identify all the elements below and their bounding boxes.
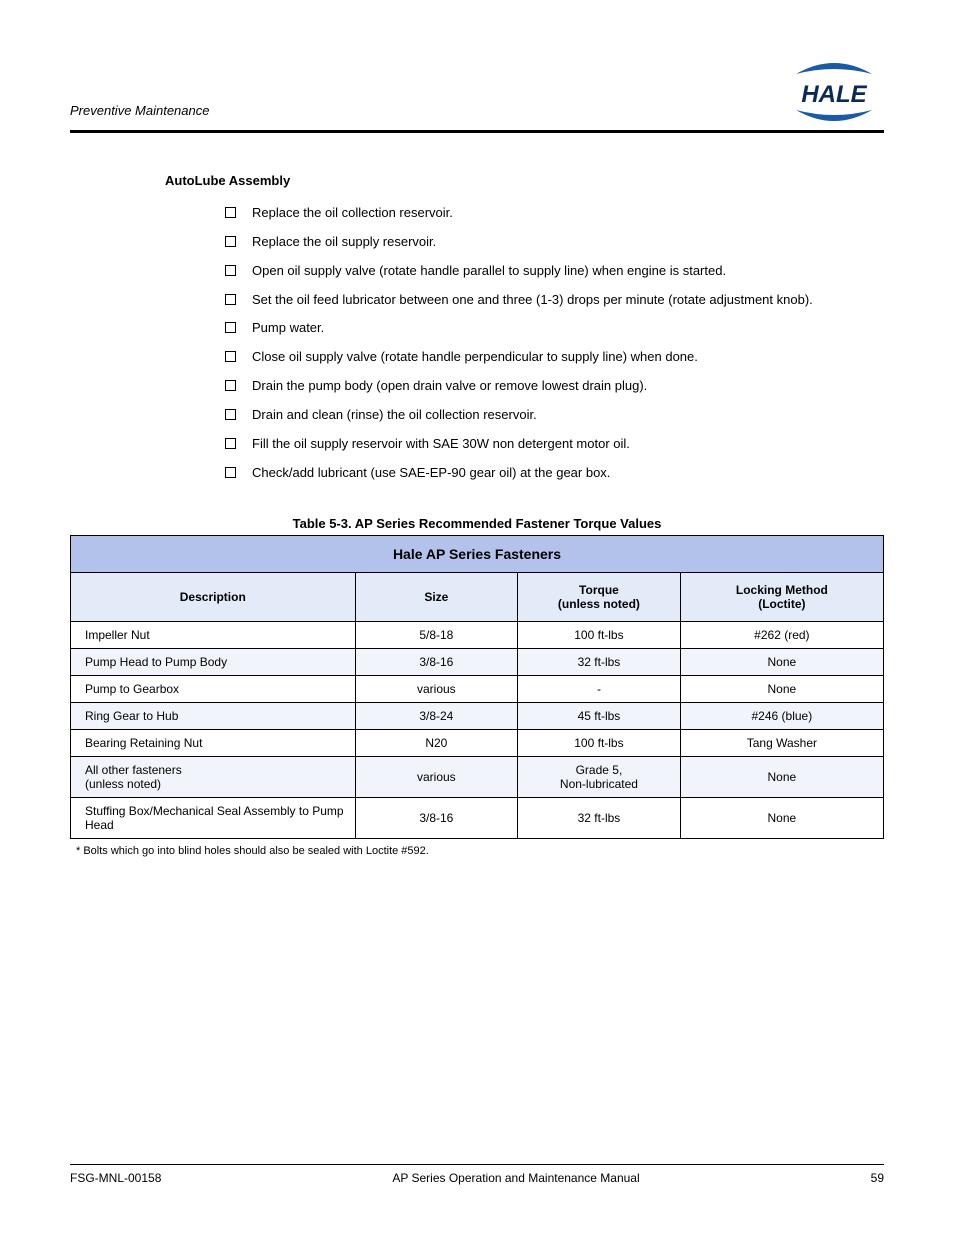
checklist-item: Replace the oil collection reservoir. [225,204,854,223]
checkbox-icon [225,409,236,420]
cell: None [680,798,883,839]
checklist-item: Set the oil feed lubricator between one … [225,291,854,310]
col-torque: Torque (unless noted) [518,573,681,622]
cell: 32 ft-lbs [518,649,681,676]
table-row: Stuffing Box/Mechanical Seal Assembly to… [71,798,884,839]
cell: various [355,757,518,798]
cell: #246 (blue) [680,703,883,730]
checklist-item: Drain and clean (rinse) the oil collecti… [225,406,854,425]
fasteners-table: Hale AP Series Fasteners Description Siz… [70,535,884,839]
hale-logo: HALE [784,60,884,124]
footer-divider [70,1164,884,1165]
col-size: Size [355,573,518,622]
footer-page-number: 59 [871,1171,884,1185]
checkbox-icon [225,207,236,218]
checklist-text: Open oil supply valve (rotate handle par… [252,262,726,281]
checklist-item: Close oil supply valve (rotate handle pe… [225,348,854,367]
table-row: Ring Gear to Hub 3/8-24 45 ft-lbs #246 (… [71,703,884,730]
checklist-item: Drain the pump body (open drain valve or… [225,377,854,396]
cell: #262 (red) [680,622,883,649]
checklist-text: Close oil supply valve (rotate handle pe… [252,348,698,367]
checklist-text: Replace the oil collection reservoir. [252,204,453,223]
cell: N20 [355,730,518,757]
header-title: Preventive Maintenance [70,103,209,124]
checkbox-icon [225,351,236,362]
table-caption: Table 5-3. AP Series Recommended Fastene… [70,516,884,531]
checklist-text: Drain and clean (rinse) the oil collecti… [252,406,537,425]
checklist-text: Fill the oil supply reservoir with SAE 3… [252,435,630,454]
cell: - [518,676,681,703]
col-locking: Locking Method (Loctite) [680,573,883,622]
checklist-text: Set the oil feed lubricator between one … [252,291,813,310]
table-row: Bearing Retaining Nut N20 100 ft-lbs Tan… [71,730,884,757]
page-footer: FSG-MNL-00158 AP Series Operation and Ma… [70,1164,884,1185]
checklist-text: Pump water. [252,319,324,338]
checklist-item: Pump water. [225,319,854,338]
table-title-bar: Hale AP Series Fasteners [71,536,884,573]
table-row: All other fasteners (unless noted) vario… [71,757,884,798]
checklist-item: Replace the oil supply reservoir. [225,233,854,252]
checklist: Replace the oil collection reservoir. Re… [225,204,854,482]
checkbox-icon [225,467,236,478]
cell: various [355,676,518,703]
table-row: Pump to Gearbox various - None [71,676,884,703]
checklist-item: Open oil supply valve (rotate handle par… [225,262,854,281]
cell: 32 ft-lbs [518,798,681,839]
cell: 3/8-16 [355,798,518,839]
checkbox-icon [225,236,236,247]
cell: Grade 5, Non-lubricated [518,757,681,798]
footer-doc-id: FSG-MNL-00158 [70,1171,161,1185]
checklist-item: Check/add lubricant (use SAE-EP-90 gear … [225,464,854,483]
cell: Pump to Gearbox [71,676,356,703]
cell: Ring Gear to Hub [71,703,356,730]
cell: Impeller Nut [71,622,356,649]
cell: None [680,676,883,703]
cell: Pump Head to Pump Body [71,649,356,676]
cell: 5/8-18 [355,622,518,649]
header-divider [70,130,884,133]
page-header: Preventive Maintenance HALE [70,60,884,124]
cell: 3/8-24 [355,703,518,730]
checklist-item: Fill the oil supply reservoir with SAE 3… [225,435,854,454]
section-title: AutoLube Assembly [165,173,884,188]
checkbox-icon [225,380,236,391]
col-description: Description [71,573,356,622]
cell: All other fasteners (unless noted) [71,757,356,798]
cell: 3/8-16 [355,649,518,676]
footer-doc-title: AP Series Operation and Maintenance Manu… [392,1171,639,1185]
checkbox-icon [225,438,236,449]
cell: 100 ft-lbs [518,730,681,757]
checklist-text: Drain the pump body (open drain valve or… [252,377,647,396]
table-caption-row: Table 5-3. AP Series Recommended Fastene… [70,516,884,531]
checklist-text: Replace the oil supply reservoir. [252,233,436,252]
cell: None [680,757,883,798]
cell: 100 ft-lbs [518,622,681,649]
cell: Stuffing Box/Mechanical Seal Assembly to… [71,798,356,839]
checkbox-icon [225,294,236,305]
table-row: Pump Head to Pump Body 3/8-16 32 ft-lbs … [71,649,884,676]
checkbox-icon [225,322,236,333]
cell: Tang Washer [680,730,883,757]
logo-text: HALE [801,81,867,108]
cell: None [680,649,883,676]
cell: Bearing Retaining Nut [71,730,356,757]
table-footnote: * Bolts which go into blind holes should… [76,845,884,857]
table-row: Impeller Nut 5/8-18 100 ft-lbs #262 (red… [71,622,884,649]
cell: 45 ft-lbs [518,703,681,730]
checklist-text: Check/add lubricant (use SAE-EP-90 gear … [252,464,610,483]
checkbox-icon [225,265,236,276]
